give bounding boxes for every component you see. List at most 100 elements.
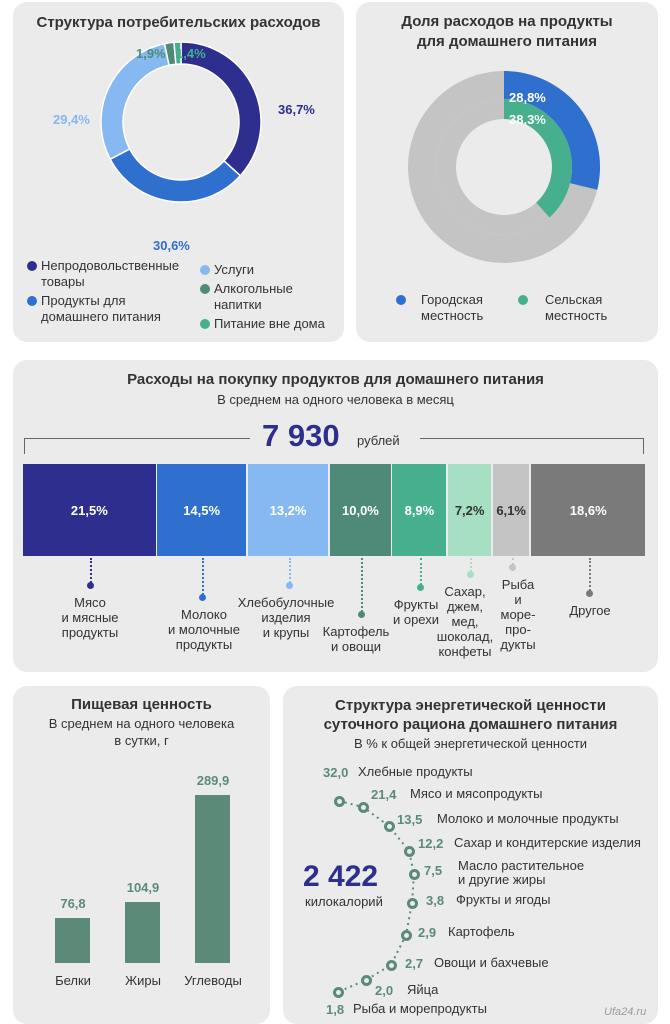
energy-value-6: 2,9 (418, 925, 437, 940)
bar-segment-4: 8,9% (392, 464, 447, 556)
energy-value-4: 7,5 (424, 863, 443, 878)
energy-label-2: Молоко и молочные продукты (437, 811, 619, 826)
nutrition-bar-2 (195, 795, 230, 963)
bar-label-3: Картофель и овощи (322, 624, 390, 654)
bar-segment-2: 13,2% (247, 464, 329, 556)
nutrition-bar-1 (125, 902, 160, 963)
bar-stem-dot-0 (87, 582, 95, 589)
bar-label-0: Мясо и мясные продукты (61, 595, 119, 640)
nutrition-label-2: Углеводы (184, 973, 242, 988)
donut-chart-food-share (408, 71, 600, 263)
nutrition-bar-0 (55, 918, 90, 963)
energy-marker-0 (334, 796, 345, 807)
energy-marker-7 (386, 960, 397, 971)
donut1-label-0: 36,7% (278, 102, 315, 117)
legend-rural-label: Сельская местность (545, 292, 608, 323)
energy-label-0: Хлебные продукты (358, 764, 473, 779)
legend1-dot-0 (27, 261, 37, 271)
legend1-dot-2 (200, 265, 210, 275)
panel2-title: Доля расходов на продукты для домашнего … (401, 13, 613, 50)
bar-stem-dot-6 (508, 564, 516, 571)
total-value: 7 930 (262, 418, 340, 453)
energy-value-0: 32,0 (323, 765, 349, 780)
bar-stem-7 (588, 558, 591, 591)
bar-stem-dot-4 (417, 584, 425, 591)
legend1-dot-4 (200, 319, 210, 329)
bar-stem-3 (361, 558, 364, 612)
watermark: Ufa24.ru (604, 1006, 647, 1018)
energy-marker-8 (361, 975, 372, 986)
energy-value-2: 13,5 (397, 812, 423, 827)
bar-stem-dot-1 (199, 594, 207, 601)
energy-value-1: 21,4 (371, 787, 397, 802)
donut1-label-1: 30,6% (153, 238, 190, 253)
energy-marker-1 (358, 802, 369, 813)
panel3-title: Расходы на покупку продуктов для домашне… (127, 371, 544, 388)
energy-unit: килокалорий (305, 894, 383, 909)
energy-label-7: Овощи и бахчевые (434, 955, 549, 970)
total-value-box (250, 418, 420, 456)
energy-label-6: Картофель (448, 924, 515, 939)
bar-stem-6 (511, 558, 514, 565)
energy-total: 2 422 (303, 860, 379, 893)
nutrition-label-1: Жиры (125, 973, 161, 988)
bar-label-7: Другое (569, 603, 611, 618)
bar-segment-5: 7,2% (447, 464, 492, 556)
bar-stem-1 (202, 558, 205, 595)
panel3-subtitle: В среднем на одного человека в месяц (217, 392, 454, 407)
energy-value-5: 3,8 (426, 893, 445, 908)
nutrition-value-2: 289,9 (196, 773, 230, 788)
legend-urban-label: Городская местность (421, 292, 484, 323)
legend1-dot-3 (200, 284, 210, 294)
bar-label-4: Фрукты и орехи (392, 597, 440, 627)
energy-label-4: Масло растительное и другие жиры (458, 858, 585, 887)
panel4-title: Пищевая ценность (71, 696, 212, 713)
bar-segment-1: 14,5% (157, 464, 247, 556)
panel4-subtitle: В среднем на одного человека в сутки, г (48, 716, 235, 748)
donut1-label-3: 1,9% (136, 46, 166, 61)
donut-chart-consumer (100, 41, 262, 203)
energy-marker-6 (401, 930, 412, 941)
inner-ring-rural (504, 99, 572, 218)
energy-value-3: 12,2 (418, 836, 444, 851)
legend1-label-2: Услуги (214, 262, 254, 277)
total-unit: рублей (357, 433, 400, 448)
bar-segment-6: 6,1% (492, 464, 530, 556)
panel5-title: Структура энергетической ценности суточн… (323, 697, 618, 733)
donut1-slice-0 (180, 41, 262, 177)
rural-value: 38,3% (509, 112, 546, 127)
energy-marker-9 (333, 987, 344, 998)
legend1-label-3: Алкогольные напитки (214, 281, 293, 312)
donut1-slice-1 (109, 147, 242, 203)
bar-segment-0: 21,5% (23, 464, 156, 556)
energy-label-9: Рыба и морепродукты (353, 1001, 487, 1016)
donut1-label-2: 29,4% (53, 112, 90, 127)
energy-label-8: Яйца (407, 982, 439, 997)
energy-label-1: Мясо и мясопродукты (410, 786, 543, 801)
energy-label-3: Сахар и кондитерские изделия (454, 835, 641, 850)
bar-stem-5 (470, 558, 473, 572)
energy-value-7: 2,7 (405, 956, 424, 971)
legend-urban-dot (396, 295, 406, 305)
panel-food-share: Доля расходов на продукты для домашнего … (356, 2, 658, 342)
donut1-slice-4 (173, 41, 182, 66)
bar-label-6: Рыба и море- про- дукты (500, 577, 536, 652)
legend1-label-0: Непродовольственные товары (41, 258, 180, 289)
outer-ring-urban (504, 71, 600, 190)
bar-segment-3: 10,0% (330, 464, 391, 556)
panel5-subtitle: В % к общей энергетической ценности (353, 736, 588, 751)
nutrition-value-0: 76,8 (60, 896, 86, 912)
bar-label-5: Сахар, джем, мед, шоколад, конфеты (436, 584, 494, 659)
donut1-label-4: 1,4% (176, 46, 206, 61)
panel-consumer-spending: Структура потребительских расходов 36,7%… (13, 2, 344, 342)
bar-stem-dot-3 (358, 611, 366, 618)
bar-stem-2 (288, 558, 291, 583)
legend-rural-dot (518, 295, 528, 305)
legend1-dot-1 (27, 296, 37, 306)
bar-stem-dot-5 (467, 571, 475, 578)
panel-energy: Структура энергетической ценности суточн… (283, 686, 658, 1024)
legend1-label-1: Продукты для домашнего питания (41, 293, 161, 324)
bar-label-1: Молоко и молочные продукты (168, 607, 240, 652)
energy-value-9: 1,8 (326, 1002, 345, 1017)
energy-marker-3 (404, 846, 415, 857)
